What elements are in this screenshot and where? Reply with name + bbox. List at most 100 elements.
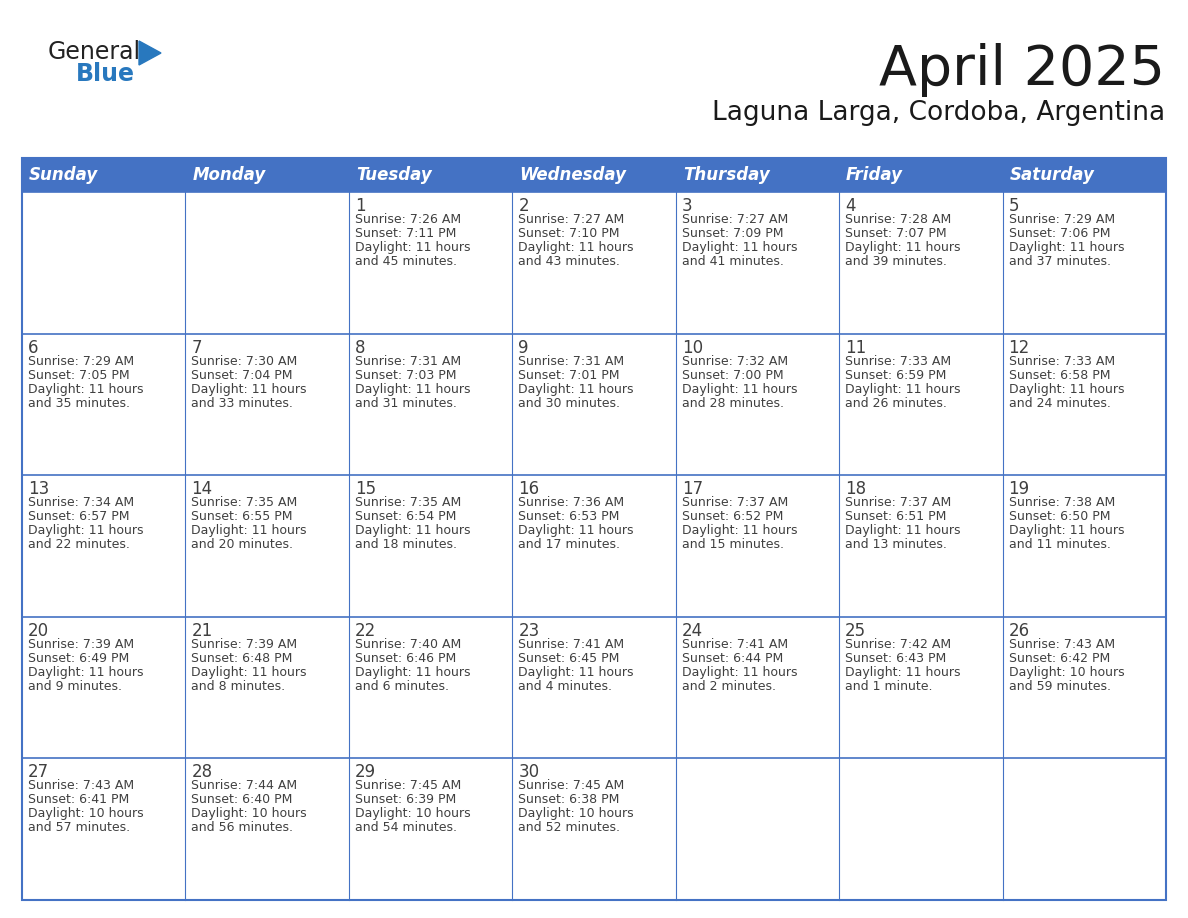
Text: 3: 3 (682, 197, 693, 215)
Text: Thursday: Thursday (683, 166, 770, 184)
Text: Sunrise: 7:45 AM: Sunrise: 7:45 AM (518, 779, 625, 792)
Text: and 2 minutes.: and 2 minutes. (682, 680, 776, 693)
Text: Daylight: 11 hours: Daylight: 11 hours (29, 666, 144, 678)
Text: 8: 8 (355, 339, 366, 356)
Text: and 8 minutes.: and 8 minutes. (191, 680, 285, 693)
Text: Daylight: 11 hours: Daylight: 11 hours (191, 666, 307, 678)
Text: Sunset: 6:40 PM: Sunset: 6:40 PM (191, 793, 292, 806)
Text: 17: 17 (682, 480, 703, 498)
Text: Daylight: 11 hours: Daylight: 11 hours (355, 524, 470, 537)
Text: Blue: Blue (76, 62, 135, 86)
Text: and 6 minutes.: and 6 minutes. (355, 680, 449, 693)
Text: Daylight: 11 hours: Daylight: 11 hours (191, 383, 307, 396)
Bar (23, 158, 1165, 900)
Text: and 1 minute.: and 1 minute. (845, 680, 933, 693)
Text: Daylight: 11 hours: Daylight: 11 hours (355, 666, 470, 678)
Text: Daylight: 11 hours: Daylight: 11 hours (845, 383, 961, 396)
Text: Daylight: 10 hours: Daylight: 10 hours (518, 808, 634, 821)
Text: 11: 11 (845, 339, 866, 356)
Text: 15: 15 (355, 480, 375, 498)
Bar (23, 476, 1165, 617)
Text: and 59 minutes.: and 59 minutes. (1009, 680, 1111, 693)
Text: Sunrise: 7:30 AM: Sunrise: 7:30 AM (191, 354, 298, 367)
Text: Daylight: 11 hours: Daylight: 11 hours (1009, 241, 1124, 254)
Text: Monday: Monday (192, 166, 266, 184)
Text: 22: 22 (355, 621, 377, 640)
Text: and 57 minutes.: and 57 minutes. (29, 822, 131, 834)
Text: Daylight: 10 hours: Daylight: 10 hours (191, 808, 307, 821)
Text: Sunset: 6:50 PM: Sunset: 6:50 PM (1009, 510, 1110, 523)
Text: and 43 minutes.: and 43 minutes. (518, 255, 620, 268)
Text: Laguna Larga, Cordoba, Argentina: Laguna Larga, Cordoba, Argentina (712, 100, 1165, 126)
Text: 12: 12 (1009, 339, 1030, 356)
Text: 4: 4 (845, 197, 855, 215)
Text: Sunrise: 7:39 AM: Sunrise: 7:39 AM (29, 638, 134, 651)
Text: Sunset: 6:46 PM: Sunset: 6:46 PM (355, 652, 456, 665)
Text: 6: 6 (29, 339, 38, 356)
Text: Sunrise: 7:31 AM: Sunrise: 7:31 AM (355, 354, 461, 367)
Text: Sunrise: 7:29 AM: Sunrise: 7:29 AM (29, 354, 134, 367)
Text: Daylight: 11 hours: Daylight: 11 hours (845, 524, 961, 537)
Text: Daylight: 10 hours: Daylight: 10 hours (1009, 666, 1124, 678)
Text: Sunset: 6:44 PM: Sunset: 6:44 PM (682, 652, 783, 665)
Text: General: General (48, 40, 141, 64)
Text: Daylight: 11 hours: Daylight: 11 hours (845, 666, 961, 678)
Bar (23, 158, 1165, 192)
Text: and 37 minutes.: and 37 minutes. (1009, 255, 1111, 268)
Text: Daylight: 11 hours: Daylight: 11 hours (29, 383, 144, 396)
Bar (23, 617, 1165, 758)
Text: Daylight: 11 hours: Daylight: 11 hours (518, 383, 633, 396)
Text: and 30 minutes.: and 30 minutes. (518, 397, 620, 409)
Text: 26: 26 (1009, 621, 1030, 640)
Text: and 9 minutes.: and 9 minutes. (29, 680, 122, 693)
Text: 2: 2 (518, 197, 529, 215)
Text: Sunrise: 7:34 AM: Sunrise: 7:34 AM (29, 497, 134, 509)
Text: and 17 minutes.: and 17 minutes. (518, 538, 620, 551)
Text: Daylight: 10 hours: Daylight: 10 hours (29, 808, 144, 821)
Text: and 18 minutes.: and 18 minutes. (355, 538, 457, 551)
Text: and 39 minutes.: and 39 minutes. (845, 255, 947, 268)
Text: Sunrise: 7:31 AM: Sunrise: 7:31 AM (518, 354, 625, 367)
Text: Daylight: 11 hours: Daylight: 11 hours (355, 241, 470, 254)
Text: Sunrise: 7:27 AM: Sunrise: 7:27 AM (518, 213, 625, 226)
Text: 25: 25 (845, 621, 866, 640)
Text: Sunset: 6:53 PM: Sunset: 6:53 PM (518, 510, 620, 523)
Text: Sunset: 6:55 PM: Sunset: 6:55 PM (191, 510, 293, 523)
Text: Sunrise: 7:26 AM: Sunrise: 7:26 AM (355, 213, 461, 226)
Text: Sunset: 6:39 PM: Sunset: 6:39 PM (355, 793, 456, 806)
Bar (23, 758, 1165, 900)
Text: Sunset: 7:09 PM: Sunset: 7:09 PM (682, 227, 783, 240)
Polygon shape (139, 41, 162, 65)
Text: Sunrise: 7:27 AM: Sunrise: 7:27 AM (682, 213, 788, 226)
Text: and 24 minutes.: and 24 minutes. (1009, 397, 1111, 409)
Text: Sunrise: 7:29 AM: Sunrise: 7:29 AM (1009, 213, 1114, 226)
Text: Sunrise: 7:38 AM: Sunrise: 7:38 AM (1009, 497, 1114, 509)
Text: Daylight: 11 hours: Daylight: 11 hours (1009, 524, 1124, 537)
Text: Daylight: 11 hours: Daylight: 11 hours (1009, 383, 1124, 396)
Text: 24: 24 (682, 621, 703, 640)
Text: 10: 10 (682, 339, 703, 356)
Text: Sunrise: 7:39 AM: Sunrise: 7:39 AM (191, 638, 297, 651)
Text: Sunset: 6:58 PM: Sunset: 6:58 PM (1009, 369, 1110, 382)
Text: Sunset: 6:48 PM: Sunset: 6:48 PM (191, 652, 292, 665)
Text: 27: 27 (29, 764, 49, 781)
Text: and 11 minutes.: and 11 minutes. (1009, 538, 1111, 551)
Text: 9: 9 (518, 339, 529, 356)
Text: Sunrise: 7:33 AM: Sunrise: 7:33 AM (845, 354, 952, 367)
Text: and 28 minutes.: and 28 minutes. (682, 397, 784, 409)
Text: Daylight: 11 hours: Daylight: 11 hours (682, 383, 797, 396)
Text: and 45 minutes.: and 45 minutes. (355, 255, 457, 268)
Text: Daylight: 11 hours: Daylight: 11 hours (191, 524, 307, 537)
Text: Sunrise: 7:28 AM: Sunrise: 7:28 AM (845, 213, 952, 226)
Text: Sunrise: 7:36 AM: Sunrise: 7:36 AM (518, 497, 625, 509)
Text: Sunrise: 7:41 AM: Sunrise: 7:41 AM (518, 638, 625, 651)
Text: 5: 5 (1009, 197, 1019, 215)
Text: Daylight: 10 hours: Daylight: 10 hours (355, 808, 470, 821)
Text: Sunrise: 7:37 AM: Sunrise: 7:37 AM (845, 497, 952, 509)
Text: Sunset: 7:06 PM: Sunset: 7:06 PM (1009, 227, 1110, 240)
Text: and 31 minutes.: and 31 minutes. (355, 397, 456, 409)
Text: Sunday: Sunday (29, 166, 99, 184)
Text: 1: 1 (355, 197, 366, 215)
Text: and 26 minutes.: and 26 minutes. (845, 397, 947, 409)
Text: and 52 minutes.: and 52 minutes. (518, 822, 620, 834)
